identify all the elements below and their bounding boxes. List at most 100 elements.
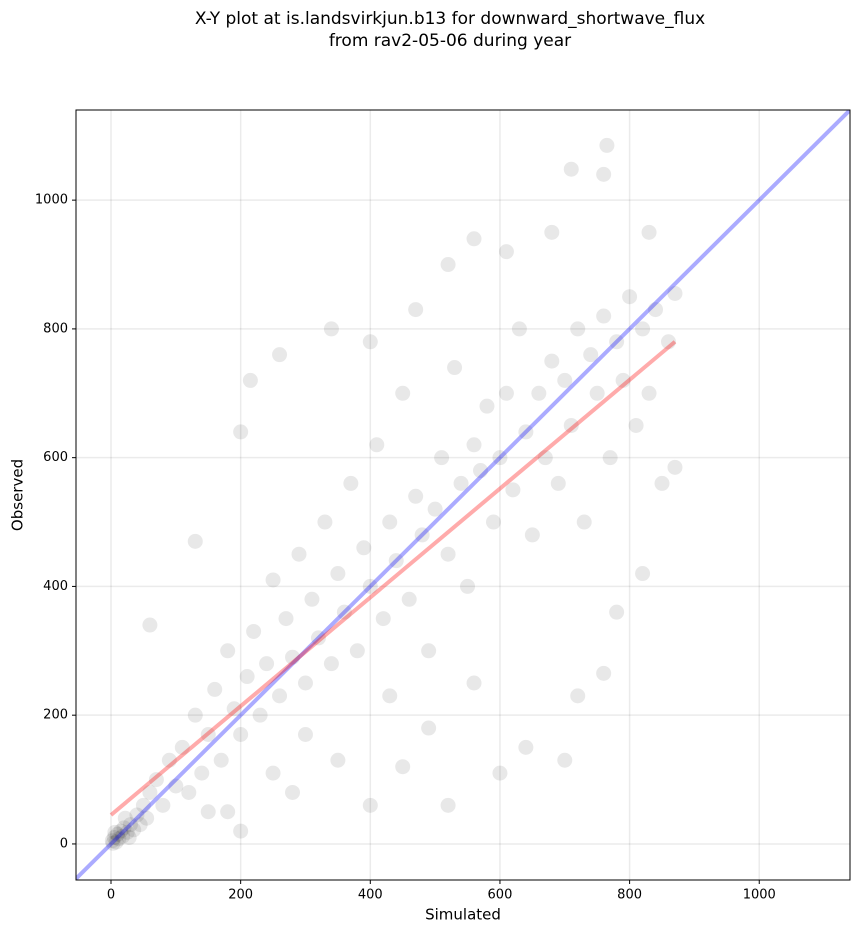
scatter-point — [537, 450, 553, 466]
scatter-point — [187, 533, 203, 549]
scatter-point — [111, 831, 127, 847]
scatter-point — [323, 656, 339, 672]
scatter-point — [635, 321, 651, 337]
scatter-point — [226, 701, 242, 717]
scatter-point — [220, 643, 236, 659]
scatter-point — [181, 784, 197, 800]
scatter-point — [511, 321, 527, 337]
scatter-point — [155, 797, 171, 813]
scatter-point — [440, 797, 456, 813]
y-tick-label: 200 — [43, 708, 68, 723]
scatter-point — [667, 459, 683, 475]
scatter-point — [122, 817, 138, 833]
scatter-point — [369, 437, 385, 453]
scatter-point — [233, 823, 249, 839]
scatter-point — [291, 546, 307, 562]
scatter-point — [667, 285, 683, 301]
scatter-point — [401, 591, 417, 607]
scatter-point — [602, 450, 618, 466]
scatter-point — [139, 810, 155, 826]
scatter-point — [660, 334, 676, 350]
scatter-point — [485, 514, 501, 530]
scatter-point — [278, 611, 294, 627]
scatter-point — [200, 726, 216, 742]
scatter-point — [272, 347, 288, 363]
scatter-point — [272, 688, 288, 704]
scatter-point — [113, 823, 129, 839]
scatter-point — [563, 161, 579, 177]
scatter-point — [440, 257, 456, 273]
scatter-point — [427, 501, 443, 517]
scatter-point — [362, 334, 378, 350]
scatter-point — [544, 353, 560, 369]
scatter-point — [395, 385, 411, 401]
fit-line — [76, 110, 850, 880]
scatter-point — [194, 765, 210, 781]
scatter-point — [121, 830, 137, 846]
scatter-point — [421, 643, 437, 659]
scatter-point — [408, 302, 424, 318]
scatter-point — [434, 450, 450, 466]
scatter-point — [330, 566, 346, 582]
x-tick-label: 0 — [107, 888, 115, 903]
scatter-point — [382, 688, 398, 704]
scatter-point — [518, 424, 534, 440]
scatter-point — [336, 604, 352, 620]
y-tick-label: 800 — [43, 321, 68, 336]
scatter-point — [641, 224, 657, 240]
scatter-point — [119, 824, 135, 840]
scatter-point — [498, 244, 514, 260]
scatter-point — [115, 828, 131, 844]
scatter-point — [641, 385, 657, 401]
scatter-point — [265, 765, 281, 781]
scatter-point — [259, 656, 275, 672]
scatter-point — [466, 437, 482, 453]
fit-line — [109, 340, 677, 817]
scatter-point — [343, 475, 359, 491]
scatter-point — [440, 546, 456, 562]
scatter-point — [596, 166, 612, 182]
scatter-point — [466, 675, 482, 691]
scatter-point — [129, 807, 145, 823]
scatter-point — [414, 527, 430, 543]
scatter-point — [498, 385, 514, 401]
scatter-point — [473, 463, 489, 479]
scatter-point — [492, 450, 508, 466]
scatter-point — [142, 784, 158, 800]
x-tick-label: 400 — [358, 888, 383, 903]
scatter-point — [453, 475, 469, 491]
scatter-point — [557, 752, 573, 768]
scatter-point — [356, 540, 372, 556]
scatter-point — [142, 617, 158, 633]
scatter-point — [317, 514, 333, 530]
scatter-point — [557, 372, 573, 388]
scatter-point — [265, 572, 281, 588]
scatter-point — [589, 385, 605, 401]
scatter-point — [460, 578, 476, 594]
scatter-point — [615, 372, 631, 388]
scatter-point — [174, 739, 190, 755]
y-tick-label: 0 — [60, 836, 68, 851]
scatter-point — [609, 604, 625, 620]
scatter-point — [132, 817, 148, 833]
scatter-point — [161, 752, 177, 768]
scatter-point — [109, 826, 125, 842]
y-tick-label: 1000 — [35, 193, 68, 208]
scatter-point — [310, 630, 326, 646]
scatter-point — [297, 726, 313, 742]
scatter-point — [285, 784, 301, 800]
scatter-point — [576, 514, 592, 530]
scatter-point — [148, 772, 164, 788]
scatter-point — [246, 623, 262, 639]
scatter-point — [447, 360, 463, 376]
scatter-point — [362, 578, 378, 594]
chart-title: X-Y plot at is.landsvirkjun.b13 for down… — [194, 9, 706, 51]
scatter-point — [187, 707, 203, 723]
scatter-point — [207, 681, 223, 697]
y-axis-label: Observed — [9, 459, 27, 531]
scatter-point — [479, 398, 495, 414]
scatter-point — [168, 778, 184, 794]
y-tick-label: 600 — [43, 450, 68, 465]
scatter-point — [570, 321, 586, 337]
